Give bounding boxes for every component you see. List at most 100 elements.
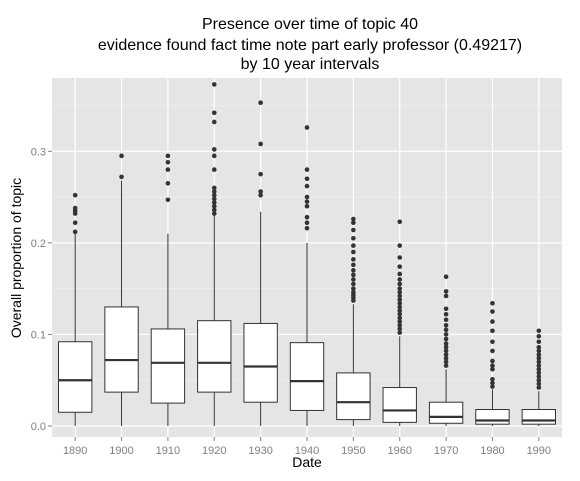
outlier-point <box>536 385 542 390</box>
outlier-point <box>397 304 403 310</box>
outlier-point <box>351 290 356 295</box>
outlier-point <box>304 183 310 189</box>
outlier-point <box>304 203 310 209</box>
outlier-point <box>536 333 542 339</box>
outlier-point <box>536 339 542 345</box>
outlier-point <box>211 185 217 191</box>
outlier-point <box>536 363 542 368</box>
outlier-point <box>443 363 449 368</box>
x-tick-label: 1960 <box>387 445 411 457</box>
outlier-point <box>304 225 310 231</box>
outlier-point <box>443 274 449 280</box>
outlier-point <box>351 277 356 282</box>
outlier-point <box>165 167 171 172</box>
outlier-point <box>304 176 310 182</box>
box-iqr <box>57 341 93 413</box>
box-1900 <box>104 153 139 427</box>
outlier-point <box>351 243 356 248</box>
box-iqr <box>336 372 371 421</box>
outlier-point <box>397 297 403 302</box>
outlier-point <box>351 227 356 233</box>
outlier-point <box>397 290 403 295</box>
x-tick-label: 1990 <box>527 445 551 457</box>
outlier-point <box>351 249 356 255</box>
outlier-point <box>397 219 403 225</box>
outlier-point <box>211 200 217 205</box>
outlier-point <box>443 327 449 333</box>
box-iqr <box>289 342 325 411</box>
outlier-point <box>490 328 495 334</box>
outlier-point <box>490 348 495 354</box>
outlier-point <box>536 381 542 387</box>
outlier-point <box>397 308 403 313</box>
outlier-point <box>490 309 495 314</box>
outlier-point <box>351 281 356 287</box>
chart-title-line-1: Presence over time of topic 40 <box>202 16 418 33</box>
box-iqr <box>382 387 417 423</box>
outlier-point <box>490 384 495 389</box>
box-iqr <box>521 409 557 425</box>
outlier-point <box>397 322 403 328</box>
outlier-point <box>536 377 542 383</box>
outlier-point <box>443 322 449 328</box>
outlier-point <box>397 286 403 291</box>
outlier-point <box>72 205 78 211</box>
outlier-point <box>443 341 449 346</box>
outlier-point <box>397 281 403 287</box>
outlier-point <box>397 293 403 299</box>
outlier-point <box>443 348 449 354</box>
outlier-point <box>119 153 124 159</box>
outlier-point <box>397 315 403 321</box>
y-axis: 0.0 0.1 0.2 0.3 <box>31 146 52 433</box>
outlier-point <box>72 192 78 198</box>
outlier-point <box>211 167 217 172</box>
outlier-point <box>397 264 403 269</box>
y-axis-label: Overall proportion of topic <box>8 178 24 338</box>
x-tick-label: 1970 <box>434 445 458 457</box>
outlier-point <box>490 366 495 372</box>
x-tick-label: 1900 <box>109 445 133 457</box>
outlier-point <box>211 119 217 125</box>
outlier-point <box>536 344 542 350</box>
outlier-point <box>211 153 217 159</box>
box-iqr <box>243 322 278 403</box>
box-1890 <box>57 192 93 427</box>
outlier-point <box>258 189 263 194</box>
box-series <box>57 82 557 427</box>
x-tick-label: 1930 <box>248 445 272 457</box>
outlier-point <box>165 153 171 159</box>
outlier-point <box>443 355 449 361</box>
y-tick-label: 0.1 <box>31 329 46 341</box>
outlier-point <box>443 293 449 299</box>
chart-title-line-3: by 10 year intervals <box>241 56 380 73</box>
outlier-point <box>351 262 356 268</box>
outlier-point <box>119 174 124 180</box>
outlier-point <box>165 159 171 165</box>
x-tick-label: 1950 <box>341 445 365 457</box>
outlier-point <box>304 214 310 220</box>
x-tick-label: 1890 <box>63 445 87 457</box>
outlier-point <box>536 370 542 376</box>
outlier-point <box>443 306 449 312</box>
outlier-point <box>211 211 217 216</box>
outlier-point <box>351 286 356 291</box>
outlier-point <box>490 319 495 324</box>
outlier-point <box>72 220 78 225</box>
outlier-point <box>211 82 217 87</box>
y-tick-label: 0.2 <box>31 238 46 250</box>
box-1910 <box>150 153 186 427</box>
outlier-point <box>490 363 495 368</box>
outlier-point <box>304 220 310 225</box>
outlier-point <box>211 196 217 202</box>
outlier-point <box>304 194 310 200</box>
outlier-point <box>351 257 356 262</box>
outlier-point <box>536 359 542 365</box>
box-iqr <box>428 401 464 424</box>
y-tick-label: 0.3 <box>31 146 46 158</box>
outlier-point <box>536 366 542 372</box>
box-iqr <box>150 328 186 404</box>
x-tick-label: 1920 <box>202 445 226 457</box>
outlier-point <box>536 348 542 354</box>
outlier-point <box>397 319 403 324</box>
box-1920 <box>197 82 232 427</box>
